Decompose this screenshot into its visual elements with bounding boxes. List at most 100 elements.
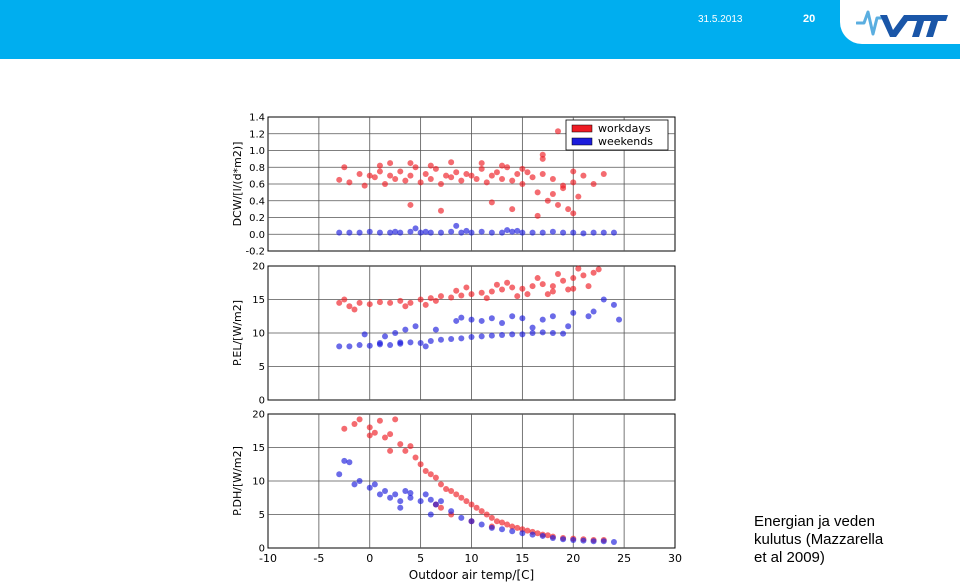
y-tick-label: 0.6 — [249, 180, 265, 191]
data-point-workdays — [366, 301, 373, 308]
caption-line-1: Energian ja veden — [754, 513, 875, 530]
data-point-workdays — [509, 177, 516, 184]
data-point-workdays — [397, 297, 404, 304]
x-tick-label: 0 — [366, 552, 373, 565]
data-point-workdays — [432, 297, 439, 304]
legend-label-weekends: weekends — [598, 135, 653, 148]
data-point-workdays — [534, 530, 541, 537]
data-point-weekends — [478, 317, 485, 324]
data-point-weekends — [351, 481, 358, 488]
plot-layer: -0.2 0.0 0.2 0.4 0.6 0.8 1.0 1.2 1.4 DCW/[l/(d*m2… — [231, 113, 682, 583]
data-point-workdays — [387, 172, 394, 179]
data-point-weekends — [458, 514, 465, 521]
data-point-workdays — [524, 169, 531, 176]
legend-label-workdays: workdays — [598, 122, 651, 135]
data-point-workdays — [387, 447, 394, 454]
data-point-weekends — [417, 340, 424, 347]
data-point-workdays — [463, 498, 470, 505]
data-point-workdays — [356, 170, 363, 177]
data-point-workdays — [549, 283, 556, 290]
data-point-weekends — [407, 228, 414, 235]
x-tick-label: 5 — [417, 552, 424, 565]
data-point-workdays — [351, 421, 358, 428]
slide-caption: Energian ja veden kulutus (Mazzarella et… — [754, 513, 960, 567]
caption-line-2: kulutus (Mazzarella — [754, 531, 884, 548]
data-point-workdays — [397, 441, 404, 448]
y-tick-label: 0.0 — [249, 230, 265, 241]
data-point-workdays — [524, 291, 531, 298]
data-point-weekends — [422, 228, 429, 235]
data-point-workdays — [407, 299, 414, 306]
data-point-workdays — [366, 432, 373, 439]
data-point-workdays — [407, 172, 414, 179]
data-point-workdays — [478, 160, 485, 167]
data-point-weekends — [407, 490, 414, 497]
data-point-workdays — [422, 467, 429, 474]
data-point-workdays — [376, 168, 383, 175]
data-point-workdays — [575, 193, 582, 200]
data-point-workdays — [590, 269, 597, 276]
data-point-workdays — [570, 179, 577, 186]
data-point-weekends — [549, 330, 556, 336]
data-point-weekends — [346, 459, 353, 466]
data-point-workdays — [366, 424, 373, 431]
data-point-weekends — [427, 229, 434, 236]
data-point-workdays — [488, 288, 495, 295]
data-point-workdays — [412, 454, 419, 461]
data-point-workdays — [468, 291, 475, 298]
data-point-workdays — [453, 169, 460, 176]
data-point-workdays — [493, 518, 500, 525]
data-point-weekends — [488, 315, 495, 322]
data-point-workdays — [402, 303, 409, 310]
data-point-workdays — [539, 170, 546, 177]
data-point-weekends — [397, 339, 404, 346]
data-point-weekends — [376, 340, 383, 347]
data-point-workdays — [417, 296, 424, 303]
data-point-workdays — [488, 172, 495, 179]
y-tick-label: 0.8 — [249, 163, 265, 174]
data-point-workdays — [529, 174, 536, 181]
data-point-weekends — [499, 229, 506, 236]
data-point-workdays — [554, 271, 561, 278]
caption-line-3: et al 2009) — [754, 549, 825, 566]
data-point-weekends — [560, 536, 567, 543]
data-point-weekends — [361, 331, 368, 338]
data-point-workdays — [448, 488, 455, 495]
data-point-workdays — [519, 285, 526, 292]
data-point-weekends — [468, 316, 475, 323]
data-point-workdays — [534, 275, 541, 282]
data-point-workdays — [422, 170, 429, 177]
data-point-weekends — [616, 316, 623, 323]
data-point-workdays — [560, 185, 567, 192]
data-point-workdays — [443, 172, 450, 179]
data-point-weekends — [458, 229, 465, 236]
y-tick-label: 0 — [259, 544, 265, 555]
data-point-weekends — [397, 504, 404, 511]
data-point-workdays — [448, 294, 455, 301]
data-point-workdays — [499, 162, 506, 169]
y-tick-label: 20 — [252, 262, 265, 273]
data-point-weekends — [437, 498, 444, 505]
data-point-weekends — [366, 484, 373, 491]
data-point-weekends — [570, 536, 577, 543]
data-point-workdays — [392, 175, 399, 182]
data-point-workdays — [483, 295, 490, 302]
data-point-workdays — [376, 162, 383, 169]
data-point-workdays — [458, 177, 465, 184]
data-point-workdays — [417, 461, 424, 468]
data-point-workdays — [351, 306, 358, 313]
data-point-workdays — [590, 181, 597, 187]
data-point-workdays — [468, 501, 475, 508]
data-point-workdays — [382, 181, 389, 187]
x-tick-label: -5 — [313, 552, 324, 565]
data-point-weekends — [509, 228, 516, 235]
header-bar: 31.5.2013 20 — [0, 0, 960, 59]
data-point-workdays — [453, 491, 460, 498]
data-point-weekends — [427, 496, 434, 503]
data-point-weekends — [437, 229, 444, 236]
data-point-weekends — [448, 336, 455, 343]
data-point-workdays — [346, 303, 353, 310]
data-point-workdays — [504, 279, 511, 286]
data-point-workdays — [488, 199, 495, 206]
data-point-workdays — [565, 206, 572, 213]
